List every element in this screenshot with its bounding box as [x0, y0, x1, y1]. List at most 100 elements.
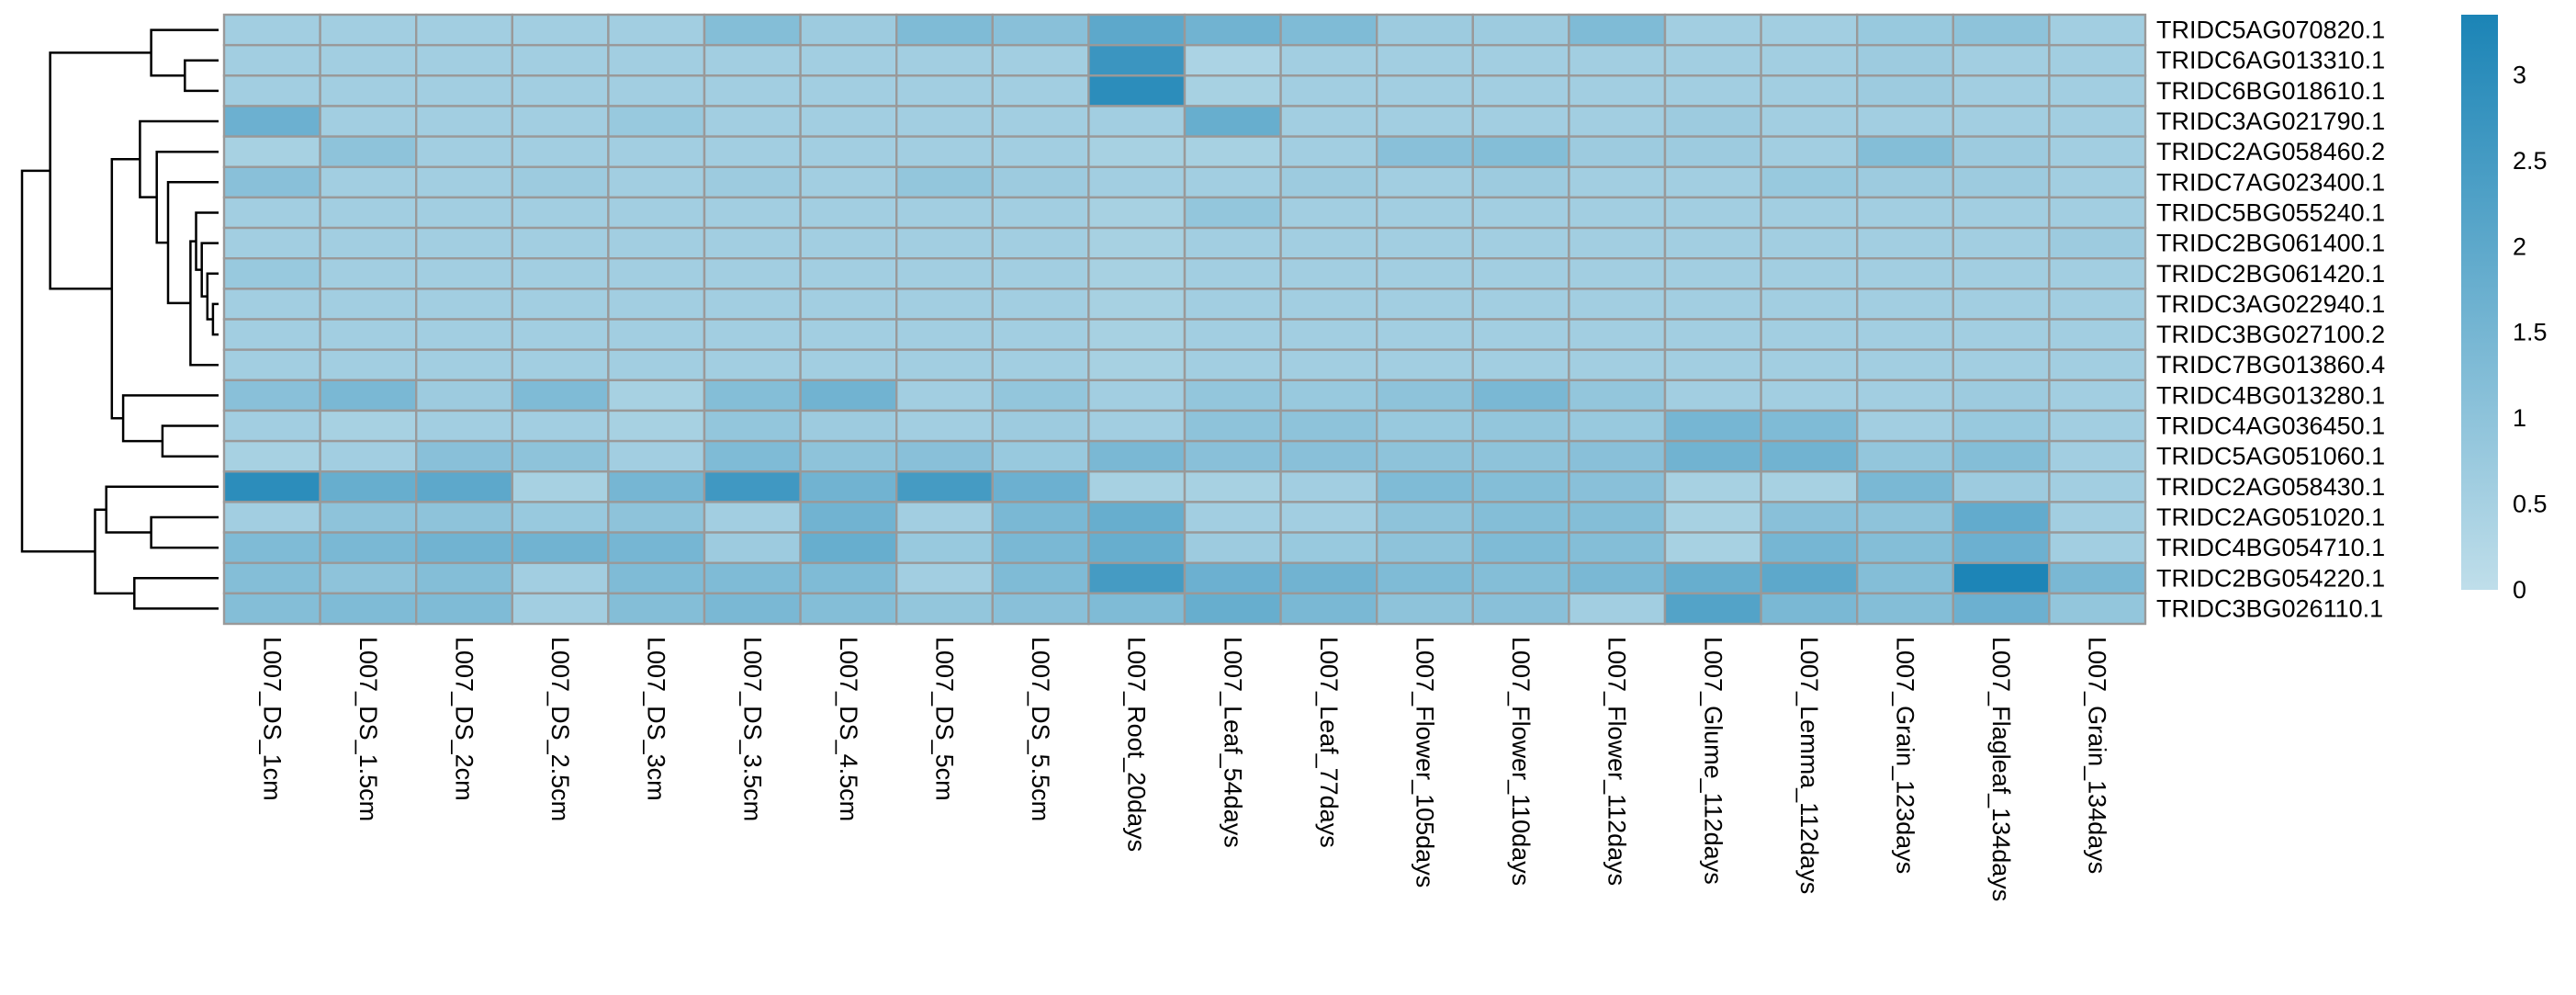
heatmap-cell	[1663, 561, 1762, 595]
heatmap-cell	[1663, 318, 1762, 351]
heatmap-cell	[1663, 257, 1762, 290]
heatmap-cell	[1183, 226, 1282, 260]
heatmap-cell	[319, 257, 418, 290]
heatmap-cell	[1952, 592, 2051, 626]
heatmap-cell	[2048, 592, 2147, 626]
heatmap-cell	[607, 501, 706, 534]
heatmap-cell	[1952, 561, 2051, 595]
heatmap-cell	[1952, 226, 2051, 260]
heatmap-cell	[1375, 257, 1474, 290]
heatmap-cell	[799, 561, 898, 595]
heatmap-cell	[1568, 196, 1667, 230]
heatmap-cell	[1855, 318, 1954, 351]
heatmap-cell	[1279, 409, 1378, 443]
heatmap-cell	[415, 74, 514, 107]
heatmap-cell	[1855, 531, 1954, 564]
heatmap-cell	[1087, 74, 1187, 107]
row-label: TRIDC5AG070820.1	[2156, 17, 2385, 44]
heatmap-cell	[991, 592, 1090, 626]
heatmap-cell	[1375, 318, 1474, 351]
heatmap-cell	[1663, 165, 1762, 199]
heatmap-cell	[511, 226, 610, 260]
heatmap-cell	[991, 439, 1090, 473]
heatmap-cell	[319, 13, 418, 47]
heatmap-cell	[1087, 196, 1187, 230]
heatmap-cell	[222, 379, 321, 413]
row-label: TRIDC7BG013860.4	[2156, 351, 2385, 379]
heatmap-cell	[1760, 74, 1859, 107]
heatmap-cell	[1952, 74, 2051, 107]
heatmap-cell	[1183, 288, 1282, 321]
heatmap-cell	[895, 257, 995, 290]
heatmap-cell	[1471, 561, 1570, 595]
heatmap-cell	[2048, 501, 2147, 534]
heatmap-cell	[1183, 379, 1282, 413]
heatmap-cell	[1855, 561, 1954, 595]
heatmap-cell	[703, 257, 802, 290]
column-label: L007_DS_1.5cm	[354, 637, 382, 821]
heatmap-cell	[1663, 348, 1762, 381]
heatmap-cell	[703, 409, 802, 443]
heatmap-cell	[991, 196, 1090, 230]
heatmap-cell	[1087, 531, 1187, 564]
heatmap-cell	[319, 74, 418, 107]
heatmap-cell	[222, 74, 321, 107]
row-label: TRIDC2BG054220.1	[2156, 564, 2385, 592]
heatmap-cell	[2048, 257, 2147, 290]
column-labels: L007_DS_1cm L007_DS_1.5cm L007_DS_2cm L007_…	[258, 637, 2110, 901]
heatmap-cell	[1663, 531, 1762, 564]
heatmap-cell	[991, 531, 1090, 564]
heatmap-cell	[222, 135, 321, 168]
heatmap-cell	[1663, 135, 1762, 168]
heatmap-cell	[1760, 13, 1859, 47]
heatmap-cell	[1183, 348, 1282, 381]
row-label: TRIDC7AG023400.1	[2156, 168, 2385, 196]
heatmap-cell	[1855, 165, 1954, 199]
heatmap-cell	[319, 439, 418, 473]
heatmap-cell	[1760, 379, 1859, 413]
column-label: L007_Flower_105days	[1412, 637, 1439, 888]
heatmap-cell	[1471, 105, 1570, 138]
heatmap-cell	[222, 501, 321, 534]
heatmap-cell	[319, 409, 418, 443]
heatmap-cell	[703, 74, 802, 107]
heatmap-cell	[799, 379, 898, 413]
heatmap-cell	[1952, 196, 2051, 230]
row-label: TRIDC4BG013280.1	[2156, 381, 2385, 409]
heatmap-cell	[1760, 43, 1859, 77]
heatmap-cell	[1663, 105, 1762, 138]
heatmap-cell	[222, 226, 321, 260]
heatmap-cell	[607, 165, 706, 199]
heatmap-cell	[1279, 105, 1378, 138]
heatmap-cell	[991, 348, 1090, 381]
heatmap-cell	[895, 226, 995, 260]
heatmap-cell	[1855, 470, 1954, 503]
heatmap-cell	[1568, 165, 1667, 199]
legend-color-bar	[2461, 15, 2498, 590]
heatmap-cell	[703, 165, 802, 199]
heatmap-cell	[895, 74, 995, 107]
heatmap-cell	[1375, 196, 1474, 230]
heatmap-cell	[895, 165, 995, 199]
heatmap-cell	[415, 105, 514, 138]
column-label: L007_DS_5.5cm	[1027, 637, 1054, 821]
heatmap-cell	[1087, 135, 1187, 168]
heatmap-cell	[1375, 439, 1474, 473]
heatmap-cell	[799, 348, 898, 381]
heatmap-cell	[1855, 439, 1954, 473]
heatmap-cell	[319, 531, 418, 564]
row-label: TRIDC5BG055240.1	[2156, 198, 2385, 226]
heatmap-cell	[1471, 409, 1570, 443]
heatmap-cell	[895, 105, 995, 138]
heatmap-cell	[703, 226, 802, 260]
heatmap-cell	[607, 288, 706, 321]
legend-tick-label: 0	[2513, 576, 2526, 604]
heatmap-cell	[2048, 561, 2147, 595]
heatmap-cell	[799, 501, 898, 534]
heatmap-cell	[1279, 439, 1378, 473]
heatmap-cell	[1952, 318, 2051, 351]
heatmap-cell	[607, 13, 706, 47]
heatmap-cell	[415, 13, 514, 47]
heatmap-cell	[511, 470, 610, 503]
